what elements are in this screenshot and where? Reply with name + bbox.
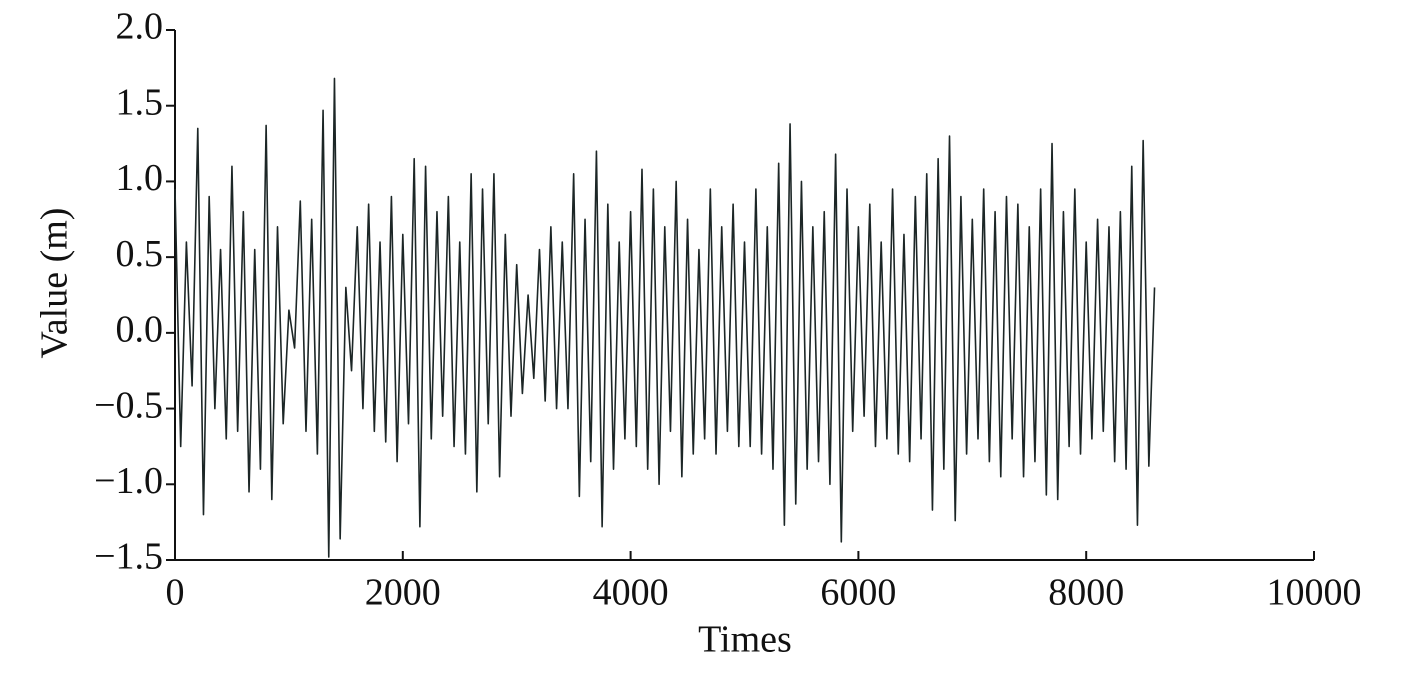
y-tick-label: 0.5 [116,233,164,275]
y-axis-label: Value (m) [34,208,76,359]
x-tick-label: 8000 [1048,572,1124,614]
y-tick-label: 2.0 [116,6,164,48]
x-tick-label: 2000 [365,572,441,614]
x-tick-label: 10000 [1267,572,1362,614]
x-tick-label: 6000 [820,572,896,614]
series-line [174,77,1156,558]
x-tick-label: 4000 [593,572,669,614]
y-tick-label: 0.0 [116,309,164,351]
x-tick-label: 0 [166,572,185,614]
x-axis-label: Times [698,619,792,661]
y-tick-label: −1.5 [94,536,163,578]
y-tick-label: 1.0 [116,157,164,199]
y-tick-label: −1.0 [94,460,163,502]
y-tick-label: −0.5 [94,384,163,426]
y-tick-label: 1.5 [116,81,164,123]
